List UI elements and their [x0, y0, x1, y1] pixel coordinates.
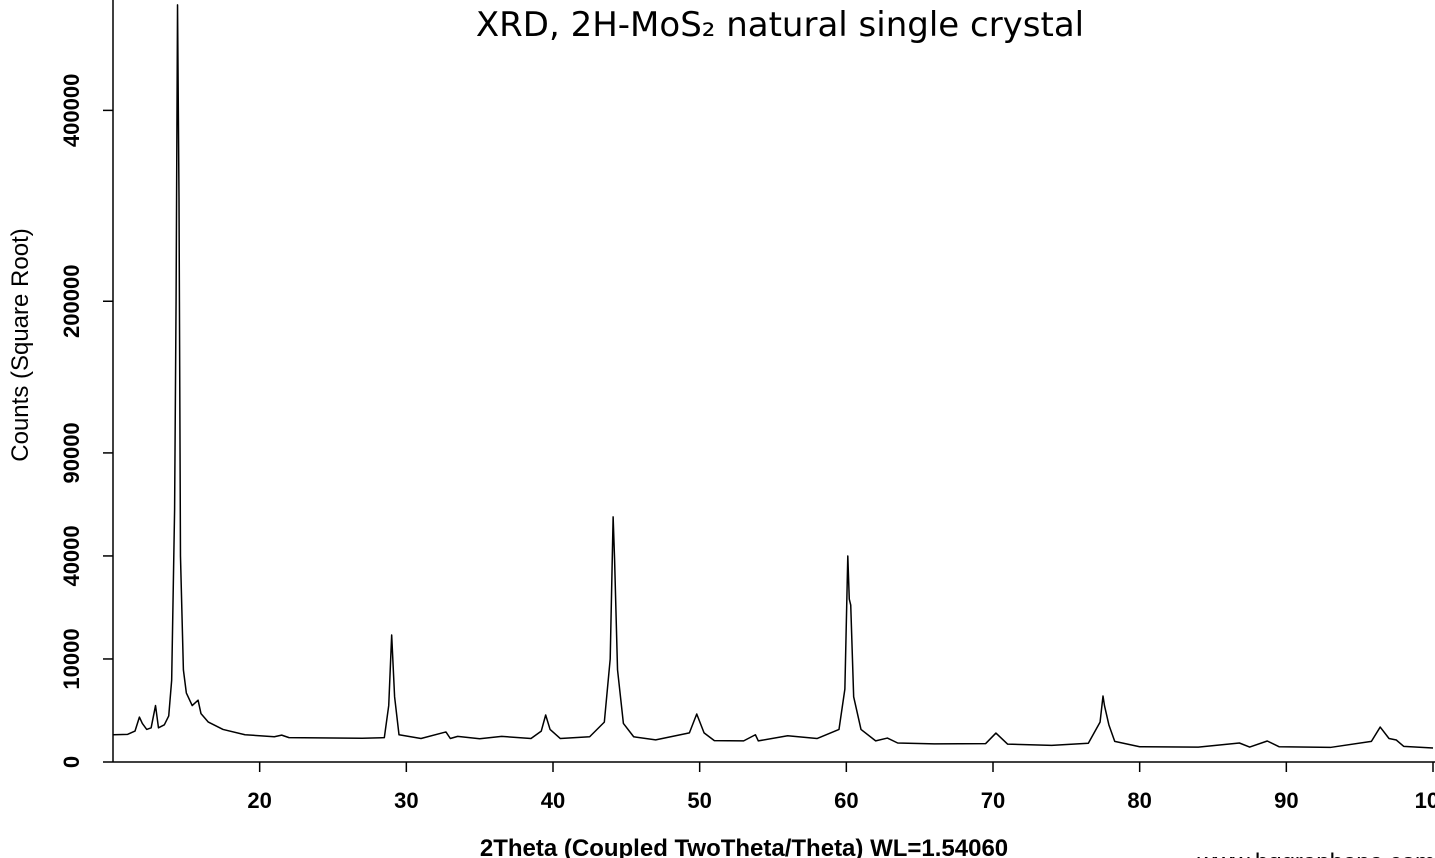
y-tick-label: 400000 — [59, 74, 84, 147]
x-tick-label: 50 — [687, 788, 711, 813]
x-tick-label: 20 — [247, 788, 271, 813]
chart-title: XRD, 2H-MoS₂ natural single crystal — [476, 5, 1084, 45]
x-tick-label: 80 — [1127, 788, 1151, 813]
y-tick-label: 90000 — [59, 422, 84, 483]
x-tick-label: 70 — [981, 788, 1005, 813]
x-tick-label: 100 — [1415, 788, 1435, 813]
y-tick-label: 200000 — [59, 265, 84, 338]
y-tick-label: 10000 — [59, 628, 84, 689]
y-tick-label: 0 — [59, 756, 84, 768]
x-tick-label: 40 — [541, 788, 565, 813]
data-line — [112, 4, 1434, 749]
x-tick-label: 60 — [834, 788, 858, 813]
x-tick-label: 30 — [394, 788, 418, 813]
watermark: www.hqgraphene.com — [1197, 849, 1435, 858]
y-axis-label: Counts (Square Root) — [7, 228, 34, 461]
x-tick-label: 90 — [1274, 788, 1298, 813]
x-axis-label: 2Theta (Coupled TwoTheta/Theta) WL=1.540… — [480, 835, 1008, 858]
y-tick-label: 40000 — [59, 525, 84, 586]
